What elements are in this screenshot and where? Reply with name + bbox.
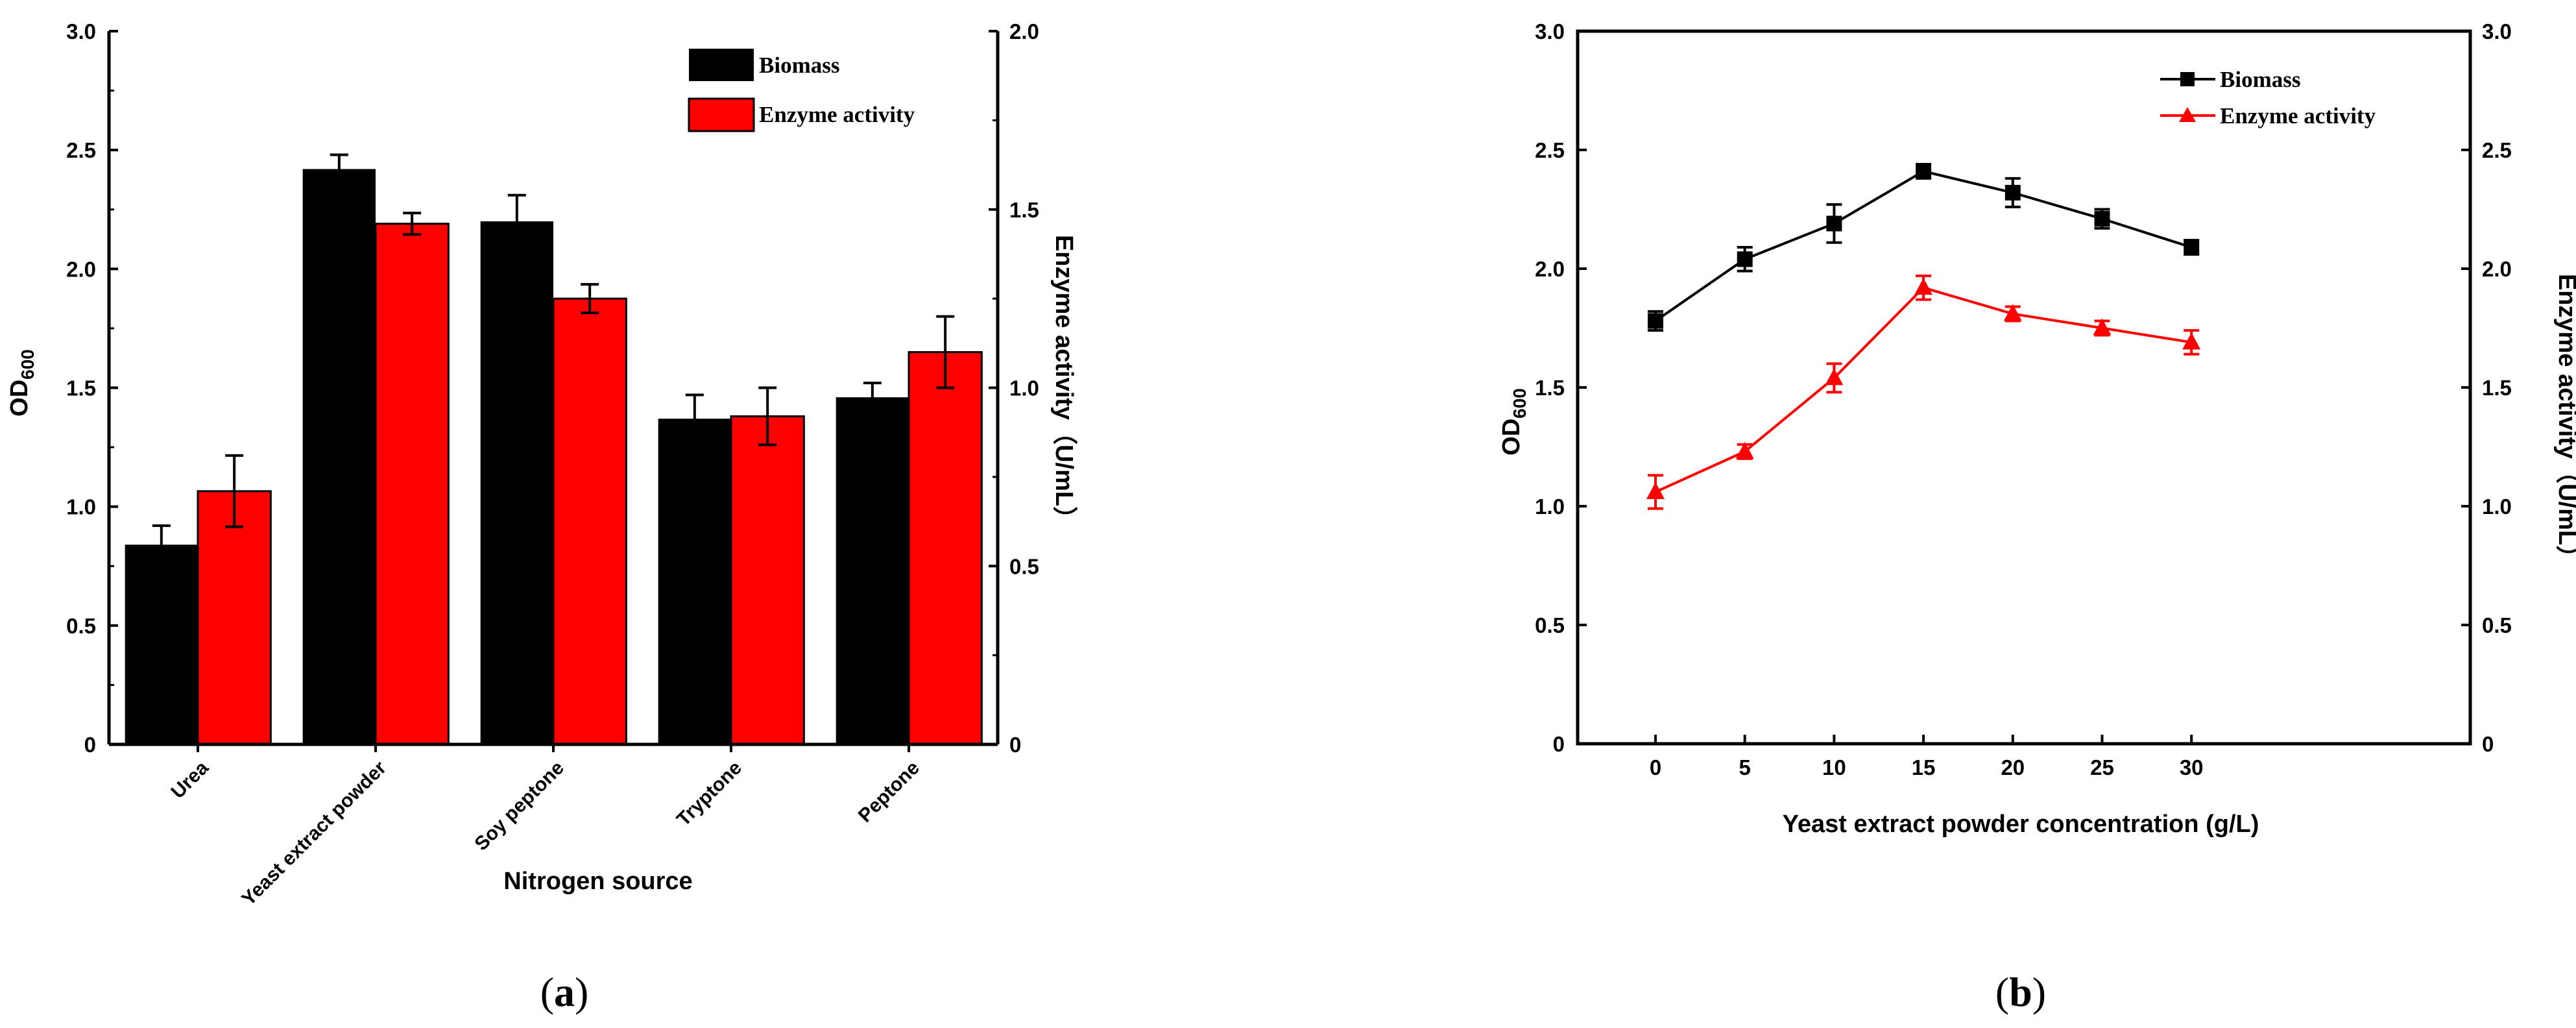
bar-biomass [658,419,731,744]
bar-enzyme-activity [908,351,983,746]
marker-biomass [2094,211,2110,227]
marker-enzyme-activity [1825,368,1844,386]
left-axis-tick-label: 0.5 [1535,613,1565,637]
marker-enzyme-activity [2003,304,2022,321]
plot-frame [1576,29,2472,746]
x-axis-tick-label: 10 [1822,755,1846,779]
marker-biomass [2004,184,2021,201]
marker-enzyme-activity [1735,441,1754,459]
x-axis-tick-label: 0 [1650,755,1661,779]
left-axis-tick-label: 1.5 [66,376,96,400]
right-axis-tick-label: 0.5 [1009,554,1039,578]
panel-b-plot-area: 0 0.5 1.0 1.5 2.0 2.5 3.0 0 0.5 1.0 1.5 2.0 2.5 3.0 0 5… [1535,19,2512,779]
bar-biomass [480,221,553,745]
right-axis-tick-label: 0 [2482,732,2494,756]
left-axis-tick-label: 3.0 [66,19,96,43]
panel-b-y-axis-title-subscript: 600 [1510,388,1530,419]
x-axis-tick-label: 15 [1912,755,1936,779]
panel-a-caption-letter: a [554,969,575,1015]
marker-biomass [1648,313,1663,329]
legend-swatch-enzyme-activity [688,97,755,132]
right-axis-tick-label: 2.5 [2482,138,2512,162]
legend-marker-biomass [2180,72,2195,86]
marker-enzyme-activity [1646,482,1665,500]
right-axis-tick-label: 1.5 [2482,376,2512,400]
right-axis-tick-label: 0 [1009,733,1021,757]
right-axis-tick-label: 1.0 [2482,495,2512,519]
panel-b-line-chart: 0 0.5 1.0 1.5 2.0 2.5 3.0 0 0.5 1.0 1.5 2.0 2.5 3.0 0 5… [1498,19,2576,1015]
right-axis-tick-label: 3.0 [2482,19,2512,43]
x-axis-category-label: Soy peptone [470,757,568,855]
panel-b-caption: (b) [1995,969,2046,1015]
left-axis-tick-label: 1.5 [1535,376,1565,400]
panel-b-x-axis-title: Yeast extract powder concentration (g/L) [1783,811,2259,838]
right-axis-tick-label: 2.0 [2482,257,2512,281]
marker-enzyme-activity [1914,278,1933,295]
left-axis-tick-label: 1.0 [1535,495,1565,519]
bar-biomass [302,169,376,744]
panel-b-y-axis-title-main: OD [1498,419,1525,456]
panel-a-bar-chart: 0 0.5 1.0 1.5 2.0 2.5 3.0 0 0.5 1.0 1.5 2.0 Urea Yeas… [6,19,1077,1015]
left-axis-tick-label: 2.5 [66,138,96,162]
bar-enzyme-activity [552,297,627,746]
right-axis-tick-label: 1.5 [1009,198,1039,222]
right-axis-tick-label: 1.0 [1009,376,1039,400]
marker-enzyme-activity [2093,318,2112,336]
panel-a-y-axis-title: OD600 [6,349,38,417]
bar-biomass [836,397,909,744]
left-axis-tick-label: 0.5 [66,614,96,638]
x-axis-tick-label: 25 [2090,755,2114,779]
panel-b-right-axis-title: Enzyme activity（U/mL） [2553,274,2576,570]
left-axis-tick-label: 1.0 [66,495,96,519]
legend-label-enzyme-activity: Enzyme activity [2220,103,2376,128]
right-axis-tick-label: 2.0 [1009,19,1039,43]
x-axis-category-label: Tryptone [673,757,746,831]
left-axis-tick-label: 2.5 [1535,138,1565,162]
panel-b-y-axis-title: OD600 [1498,388,1530,456]
x-axis-tick-label: 30 [2180,755,2204,779]
bar-enzyme-activity [374,223,450,746]
right-axis-tick-label: 0.5 [2482,613,2512,637]
panel-a-legend: Biomass Enzyme activity [688,49,915,132]
x-axis-category-label: Urea [167,757,213,803]
left-axis-tick-label: 0 [84,733,96,757]
left-axis-tick-label: 2.0 [66,257,96,281]
legend-marker-enzyme-activity [2179,107,2196,122]
left-axis-tick-label: 3.0 [1535,19,1565,43]
panel-a-x-axis-title: Nitrogen source [503,868,692,895]
marker-biomass [1916,163,1932,179]
x-axis-category-label: Yeast extract powder [237,757,391,910]
legend-label-enzyme-activity: Enzyme activity [759,102,915,127]
left-axis-tick-label: 0 [1553,732,1565,756]
bar-enzyme-activity [730,415,805,746]
series-line-enzyme-activity [1655,286,2192,493]
panel-b-legend: Biomass Enzyme activity [2160,67,2376,128]
panel-a-y-axis-title-subscript: 600 [18,349,38,380]
marker-biomass [1737,251,1753,267]
bar-enzyme-activity [197,490,272,746]
x-axis-category-label: Peptone [854,757,924,827]
panel-a-right-axis-title: Enzyme activity（U/mL） [1050,235,1077,531]
panel-a-caption: (a) [540,969,589,1015]
marker-enzyme-activity [2182,332,2201,350]
legend-label-biomass: Biomass [759,53,839,78]
legend-label-biomass: Biomass [2220,67,2300,92]
left-axis-tick-label: 2.0 [1535,257,1565,281]
panel-a-y-axis-title-main: OD [6,380,33,417]
marker-biomass [1826,215,1842,232]
x-axis-tick-label: 5 [1739,755,1751,779]
panel-b-caption-letter: b [2009,969,2032,1015]
legend-swatch-biomass [689,49,754,81]
marker-biomass [2184,239,2200,256]
panel-a-plot-area: 0 0.5 1.0 1.5 2.0 2.5 3.0 0 0.5 1.0 1.5 2.0 Urea Yeas… [66,19,1039,910]
x-axis-tick-label: 20 [2001,755,2025,779]
bar-biomass [125,545,198,744]
